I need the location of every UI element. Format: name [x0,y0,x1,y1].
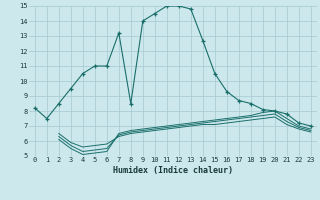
X-axis label: Humidex (Indice chaleur): Humidex (Indice chaleur) [113,166,233,175]
